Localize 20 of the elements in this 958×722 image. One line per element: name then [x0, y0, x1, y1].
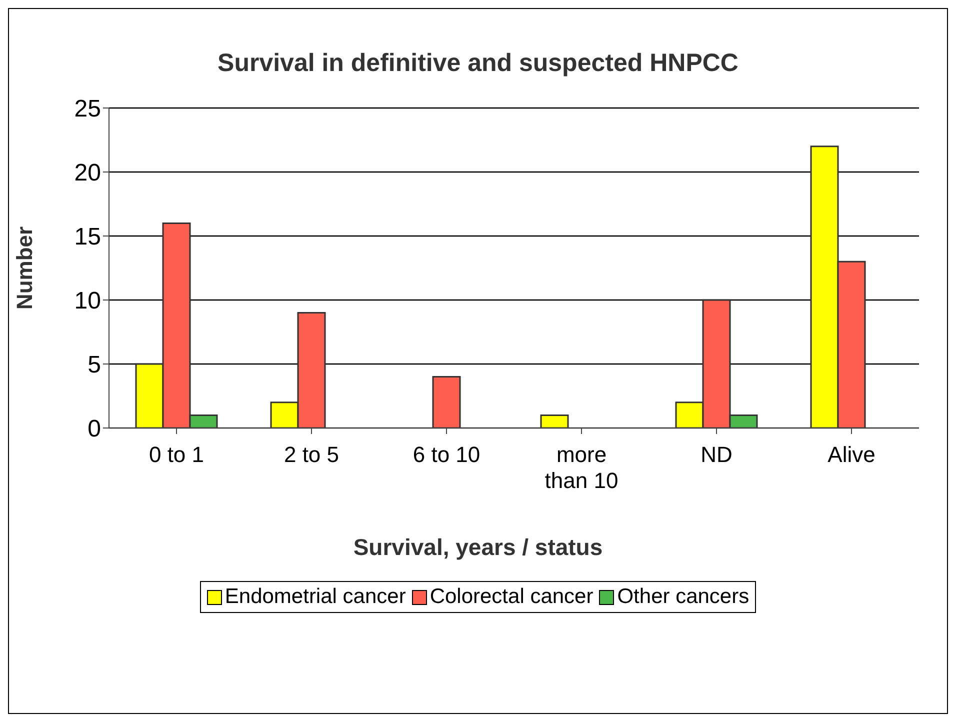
bar [540, 414, 569, 428]
y-axis-title: Number [12, 226, 37, 310]
y-tick-label: 5 [88, 352, 101, 379]
x-tick-label: 0 to 1 [148, 442, 204, 467]
y-tick-label: 20 [74, 160, 101, 187]
bar [432, 376, 461, 428]
x-tick-label: ND [700, 442, 732, 467]
chart-title: Survival in definitive and suspected HNPCC [216, 49, 740, 78]
legend-label: Endometrial cancer [224, 585, 406, 609]
x-tick-label: 6 to 10 [412, 442, 480, 467]
legend-label: Colorectal cancer [428, 585, 594, 609]
x-tick-label: Alive [828, 442, 876, 467]
y-tick-label: 15 [74, 224, 101, 251]
y-tick-label: 10 [74, 288, 101, 315]
legend-label: Other cancers [616, 585, 750, 609]
y-tick-label: 25 [74, 96, 101, 123]
x-tick-label: 2 to 5 [284, 442, 340, 467]
x-axis-title: Survival, years / status [352, 534, 604, 561]
x-tick-label: more than 10 [544, 442, 618, 493]
y-tick-label: 0 [88, 416, 101, 443]
